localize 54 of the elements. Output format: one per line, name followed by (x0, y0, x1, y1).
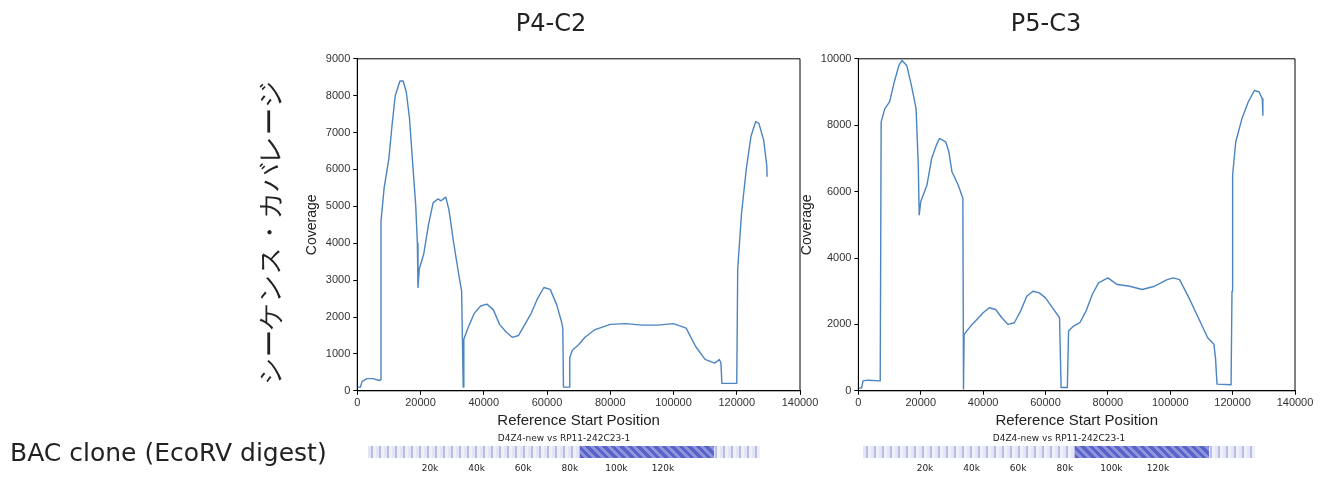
x-tick-label: 60000 (1030, 396, 1061, 409)
y-tick-label: 8000 (325, 88, 351, 101)
text: 80k (1056, 463, 1074, 473)
x-tick-label: 100000 (1151, 396, 1189, 409)
y-tick-label: 6000 (325, 162, 351, 175)
x-axis-title: Reference Start Position (995, 411, 1158, 429)
text: 100k (605, 463, 628, 473)
text: 80k (561, 463, 579, 473)
y-tick-label: 4000 (826, 251, 852, 264)
y-tick-label: 1000 (325, 346, 351, 359)
text: 60k (514, 463, 532, 473)
y-tick-label: 2000 (325, 310, 351, 323)
x-tick-label: 0 (354, 396, 361, 409)
x-tick-label: 60000 (531, 396, 563, 409)
text: 120k (651, 463, 675, 473)
text: 20k (421, 463, 439, 473)
text: D4Z4-new vs RP11-242C23-1 (992, 433, 1126, 443)
text: 40k (468, 463, 485, 473)
x-tick-label: 40000 (468, 396, 500, 409)
x-tick-label: 120000 (1214, 396, 1251, 409)
text: 120k (1146, 463, 1170, 473)
y-tick-label: 3000 (325, 273, 351, 286)
text: 40k (963, 463, 980, 473)
chart-title: P4-C2 (515, 8, 587, 37)
x-tick-label: 80000 (1092, 396, 1124, 409)
x-tick-label: 0 (855, 396, 862, 409)
x-tick-label: 20000 (905, 396, 937, 409)
x-tick-label: 20000 (405, 396, 436, 409)
y-tick-label: 6000 (826, 184, 852, 197)
y-tick-label: 0 (845, 383, 852, 396)
y-tick-label: 8000 (826, 118, 852, 131)
x-axis-title: Reference Start Position (497, 411, 660, 429)
x-tick-label: 140000 (1276, 396, 1314, 409)
x-tick-label: 120000 (718, 396, 756, 409)
y-tick-label: 2000 (826, 317, 852, 330)
y-tick-label: 5000 (325, 199, 351, 212)
y-axis-title: Coverage (303, 194, 320, 256)
y-tick-label: 0 (344, 383, 351, 396)
x-tick-label: 40000 (967, 396, 999, 409)
text: 60k (1009, 463, 1027, 473)
text: D4Z4-new vs RP11-242C23-1 (497, 433, 631, 443)
y-tick-label: 4000 (325, 236, 351, 249)
x-tick-label: 140000 (781, 396, 819, 409)
text: BAC clone (EcoRV digest) (10, 438, 327, 467)
chart-title: P5-C3 (1010, 8, 1082, 37)
y-tick-label: 10000 (820, 51, 852, 64)
y-tick-label: 9000 (325, 51, 351, 64)
x-tick-label: 100000 (655, 396, 692, 409)
y-axis-title: Coverage (798, 194, 815, 256)
text: 20k (916, 463, 934, 473)
text: シーケンス・カバレージ (253, 79, 286, 385)
text: 100k (1100, 463, 1123, 473)
y-tick-label: 7000 (325, 125, 351, 138)
x-tick-label: 80000 (594, 396, 626, 409)
